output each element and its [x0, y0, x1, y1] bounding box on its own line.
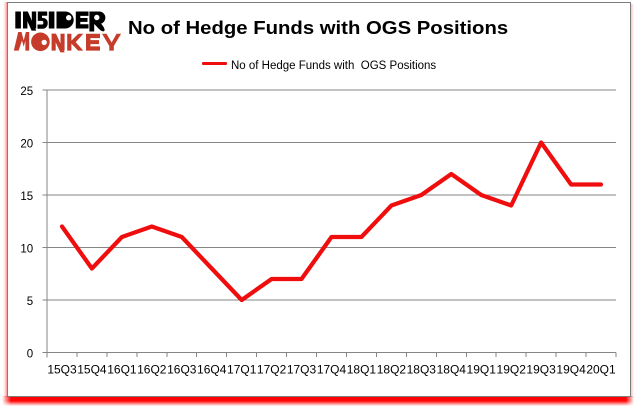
- svg-text:20: 20: [20, 139, 33, 151]
- svg-text:16Q4: 16Q4: [197, 363, 227, 377]
- svg-text:16Q3: 16Q3: [167, 363, 197, 377]
- svg-text:18Q2: 18Q2: [377, 363, 407, 377]
- svg-text:16Q2: 16Q2: [137, 363, 167, 377]
- svg-text:20Q1: 20Q1: [586, 363, 616, 377]
- svg-text:15Q4: 15Q4: [77, 363, 107, 377]
- svg-text:17Q1: 17Q1: [227, 363, 257, 377]
- svg-text:10: 10: [20, 244, 33, 256]
- svg-text:25: 25: [20, 86, 33, 98]
- svg-text:17Q3: 17Q3: [287, 363, 317, 377]
- svg-text:18Q4: 18Q4: [437, 363, 467, 377]
- svg-text:15Q3: 15Q3: [47, 363, 77, 377]
- svg-text:19Q1: 19Q1: [467, 363, 497, 377]
- svg-text:19Q3: 19Q3: [526, 363, 556, 377]
- svg-text:19Q2: 19Q2: [497, 363, 527, 377]
- svg-text:15: 15: [20, 191, 33, 203]
- svg-text:16Q1: 16Q1: [107, 363, 137, 377]
- svg-text:0: 0: [27, 349, 33, 361]
- svg-text:18Q3: 18Q3: [407, 363, 437, 377]
- svg-text:18Q1: 18Q1: [347, 363, 377, 377]
- svg-text:5: 5: [27, 296, 33, 308]
- svg-text:19Q4: 19Q4: [556, 363, 586, 377]
- svg-text:17Q2: 17Q2: [257, 363, 287, 377]
- svg-text:17Q4: 17Q4: [317, 363, 347, 377]
